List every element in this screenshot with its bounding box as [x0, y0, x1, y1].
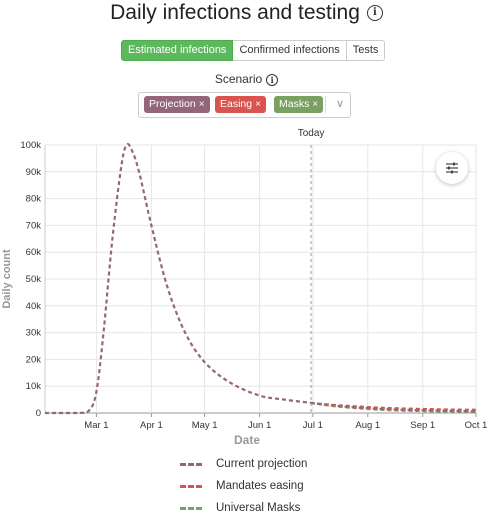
- remove-chip-icon[interactable]: ×: [312, 99, 319, 110]
- select-divider: [325, 96, 326, 113]
- legend-universal-masks[interactable]: Universal Masks: [180, 500, 300, 516]
- remove-chip-icon[interactable]: ×: [198, 99, 205, 110]
- x-tick-label: May 1: [192, 420, 218, 431]
- y-tick-label: 40k: [26, 301, 42, 312]
- chip-masks: Masks ×: [274, 96, 324, 113]
- info-icon[interactable]: i: [266, 74, 279, 86]
- series-line-mandates-easing: [310, 402, 477, 411]
- chip-label: Easing: [220, 98, 253, 110]
- remove-chip-icon[interactable]: ×: [255, 99, 261, 110]
- info-icon[interactable]: i: [366, 5, 383, 21]
- y-tick-label: 10k: [26, 381, 42, 392]
- legend-label: Current projection: [216, 458, 308, 470]
- x-tick-label: Apr 1: [140, 420, 163, 431]
- chart-series: [44, 142, 477, 415]
- x-tick-label: Jun 1: [248, 420, 271, 431]
- today-label: Today: [298, 128, 325, 139]
- sliders-icon: [446, 162, 458, 174]
- chart-settings-button[interactable]: [436, 152, 468, 184]
- legend-swatch: [180, 462, 202, 466]
- y-tick-label: 0: [36, 408, 41, 419]
- tab-tests[interactable]: Tests: [346, 40, 386, 61]
- legend-swatch: [180, 484, 202, 488]
- chevron-down-icon[interactable]: ∨: [335, 98, 344, 110]
- chart: 0 10k 20k 30k 40k 50k 60k 70k 80k 90k 100k Mar 1 Ap…: [1, 128, 487, 447]
- x-tick-label: Sep 1: [410, 420, 435, 431]
- legend-label: Universal Masks: [216, 502, 301, 514]
- legend-label: Mandates easing: [216, 480, 304, 492]
- x-axis-ticks: Mar 1 Apr 1 May 1 Jun 1 Jul 1 Aug 1 Sep 1 Oct 1: [84, 413, 487, 431]
- y-axis-ticks: 0 10k 20k 30k 40k 50k 60k 70k 80k 90k 100k: [20, 140, 41, 419]
- chip-easing: Easing ×: [215, 96, 266, 113]
- chart-annotations: Today: [298, 128, 325, 413]
- scenario-heading: Scenario i: [0, 72, 493, 86]
- y-tick-label: 80k: [26, 194, 42, 205]
- legend-swatch: [180, 506, 202, 510]
- x-tick-label: Aug 1: [355, 420, 380, 431]
- chart-grid: [44, 144, 477, 414]
- scenario-label: Scenario: [214, 72, 263, 86]
- chip-label: Masks: [279, 98, 310, 110]
- series-line-current-projection: [44, 142, 477, 415]
- y-tick-label: 30k: [26, 328, 42, 339]
- legend-current-projection[interactable]: Current projection: [180, 456, 307, 472]
- y-tick-label: 70k: [26, 220, 42, 231]
- y-tick-label: 100k: [20, 140, 41, 151]
- y-tick-label: 90k: [26, 167, 42, 178]
- tab-estimated-infections[interactable]: Estimated infections: [121, 40, 234, 61]
- x-tick-label: Mar 1: [84, 420, 108, 431]
- y-tick-label: 50k: [26, 274, 42, 285]
- y-tick-label: 60k: [26, 247, 42, 258]
- x-axis-label: Date: [234, 433, 260, 447]
- chip-label: Projection: [149, 98, 196, 110]
- page-title: Daily infections and testing: [110, 1, 360, 24]
- chip-projection: Projection ×: [144, 96, 210, 113]
- x-tick-label: Oct 1: [465, 420, 488, 431]
- y-tick-label: 20k: [26, 354, 42, 365]
- tab-confirmed-infections[interactable]: Confirmed infections: [233, 40, 347, 61]
- y-axis-label: Daily count: [1, 249, 13, 309]
- scenario-select[interactable]: Projection × Easing × Masks × ∨: [138, 92, 351, 118]
- x-tick-label: Jul 1: [303, 420, 323, 431]
- title-row: Daily infections and testing i: [0, 0, 493, 26]
- legend-mandates-easing[interactable]: Mandates easing: [180, 478, 304, 494]
- view-tabs: Estimated infections Confirmed infection…: [121, 40, 386, 61]
- series-line-universal-masks: [310, 402, 477, 413]
